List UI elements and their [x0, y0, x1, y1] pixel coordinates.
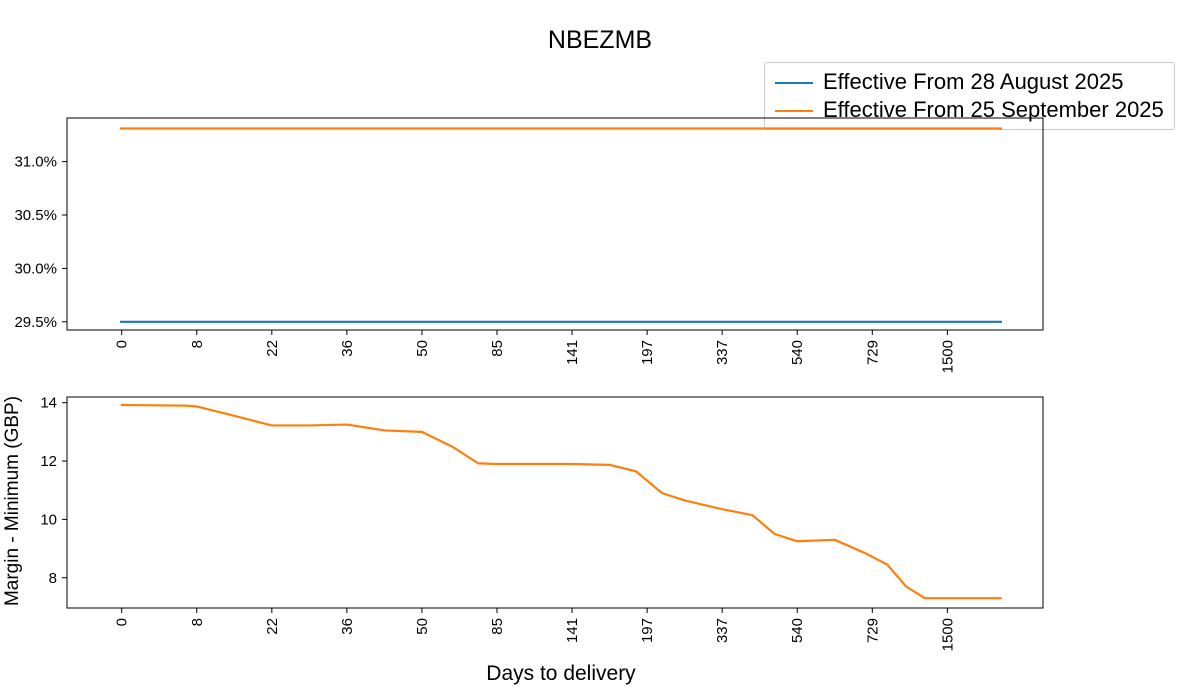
- svg-text:29.5%: 29.5%: [14, 314, 57, 331]
- svg-text:8: 8: [189, 340, 206, 348]
- svg-text:12: 12: [40, 453, 57, 470]
- svg-text:197: 197: [639, 340, 656, 365]
- svg-text:337: 337: [714, 340, 731, 365]
- svg-text:36: 36: [339, 618, 356, 635]
- svg-text:85: 85: [489, 340, 506, 357]
- svg-text:1500: 1500: [939, 340, 956, 373]
- svg-text:141: 141: [564, 618, 581, 643]
- svg-text:8: 8: [49, 570, 57, 587]
- svg-text:540: 540: [789, 618, 806, 643]
- svg-text:30.0%: 30.0%: [14, 260, 57, 277]
- svg-text:10: 10: [40, 511, 57, 528]
- svg-text:540: 540: [789, 340, 806, 365]
- svg-text:36: 36: [339, 340, 356, 357]
- svg-text:22: 22: [264, 618, 281, 635]
- svg-text:50: 50: [414, 618, 431, 635]
- svg-text:31.0%: 31.0%: [14, 154, 57, 171]
- svg-text:1500: 1500: [939, 618, 956, 651]
- svg-text:85: 85: [489, 618, 506, 635]
- svg-text:337: 337: [714, 618, 731, 643]
- svg-text:0: 0: [114, 618, 131, 626]
- svg-text:141: 141: [564, 340, 581, 365]
- svg-text:22: 22: [264, 340, 281, 357]
- svg-text:729: 729: [864, 618, 881, 643]
- svg-text:8: 8: [189, 618, 206, 626]
- svg-text:30.5%: 30.5%: [14, 207, 57, 224]
- svg-text:0: 0: [114, 340, 131, 348]
- svg-text:50: 50: [414, 340, 431, 357]
- svg-text:197: 197: [639, 618, 656, 643]
- svg-text:729: 729: [864, 340, 881, 365]
- svg-text:14: 14: [40, 395, 57, 412]
